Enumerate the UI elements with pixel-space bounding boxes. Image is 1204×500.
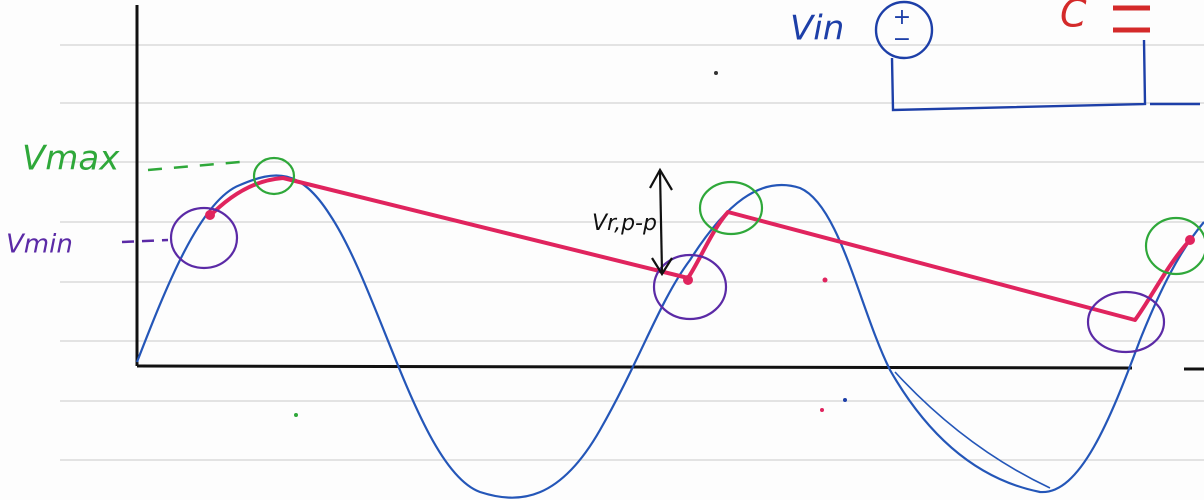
x-axis: [137, 366, 1132, 368]
ripple-point: [205, 210, 215, 220]
diagram: Vmax Vmin Vr,p-p Vin + − C: [0, 0, 1204, 500]
dot: [843, 398, 847, 402]
page: Vmax Vmin Vr,p-p Vin + − C (() => { cons…: [0, 0, 1204, 500]
ripple-point: [683, 275, 693, 285]
source-minus: −: [893, 27, 911, 52]
dot: [294, 413, 298, 417]
capacitor-label: C: [1060, 0, 1087, 36]
dot: [820, 408, 824, 412]
ripple-point: [1185, 235, 1195, 245]
source-label: Vin: [790, 9, 844, 49]
vmax-label: Vmax: [22, 139, 120, 179]
dot: [714, 71, 718, 75]
vmin-label: Vmin: [6, 230, 73, 260]
ripple-label: Vr,p-p: [592, 211, 657, 236]
dot: [823, 278, 828, 283]
